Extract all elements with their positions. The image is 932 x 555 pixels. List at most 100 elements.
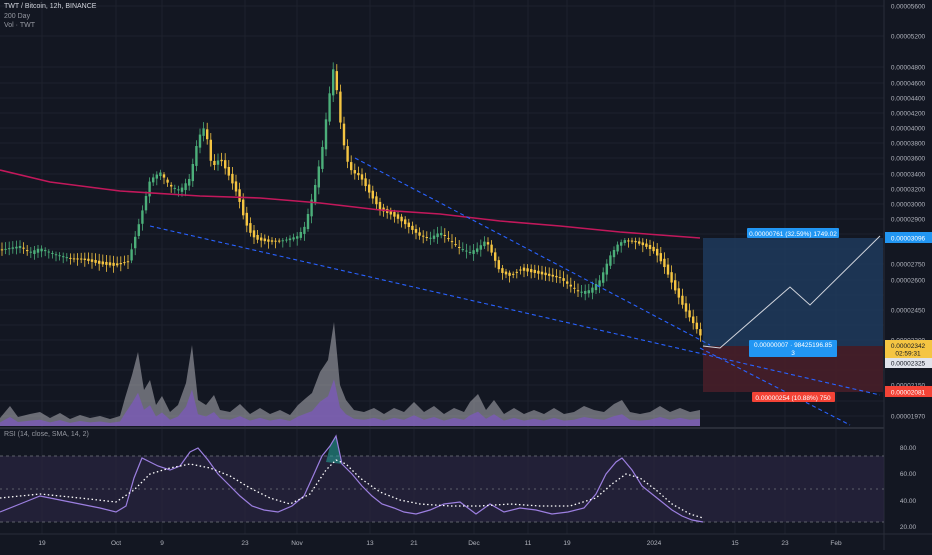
candle-body	[328, 93, 331, 122]
candle-body	[436, 233, 439, 238]
candle-body	[551, 274, 554, 277]
candle-body	[4, 248, 7, 250]
candle-body	[461, 249, 464, 251]
candle-body	[76, 258, 79, 260]
symbol-legend[interactable]: TWT / Bitcoin, 12h, BINANCE	[4, 3, 97, 10]
candle-body	[11, 247, 14, 249]
candle-body	[227, 166, 230, 176]
candle-body	[346, 146, 349, 162]
candle-body	[540, 271, 544, 275]
candle-body	[94, 260, 97, 263]
candle-body	[393, 212, 396, 217]
candle-body	[616, 244, 619, 252]
candle-body	[83, 258, 86, 260]
target-price-tag[interactable]: 0.00003096	[885, 232, 932, 243]
price-tick-label: 0.00004000	[891, 126, 926, 133]
volume-legend[interactable]: Vol · TWT	[4, 22, 35, 29]
candle-body	[526, 268, 529, 272]
candle-body	[213, 160, 216, 165]
rsi-legend[interactable]: RSI (14, close, SMA, 14, 2)	[4, 431, 89, 438]
ratio-label-sub: 3	[791, 350, 795, 357]
candle-body	[62, 256, 65, 258]
candle-body	[224, 160, 227, 169]
candle-body	[692, 316, 695, 324]
candle-body	[688, 310, 691, 318]
candle-body	[666, 264, 670, 275]
rsi-line	[0, 434, 704, 523]
candle-body	[306, 214, 310, 230]
candle-body	[126, 261, 130, 263]
rsi-axis[interactable]: 80.00 60.00 40.00 20.00	[900, 445, 917, 531]
candle-body	[483, 241, 486, 247]
candle-body	[544, 272, 547, 276]
candle-body	[670, 272, 673, 283]
candle-body	[141, 210, 144, 224]
candle-body	[98, 260, 101, 264]
current-price-tag[interactable]: 0.00002342 02:59:31	[885, 340, 932, 358]
time-tick-label: 19	[563, 540, 571, 547]
candle-body	[87, 258, 90, 261]
candle-body	[573, 287, 576, 289]
candle-body	[530, 269, 533, 273]
candle-body	[184, 183, 187, 191]
candle-body	[69, 257, 72, 259]
trendline-upper-resistance[interactable]	[354, 157, 711, 346]
candle-body	[198, 134, 202, 148]
candle-body	[504, 271, 508, 275]
candle-body	[8, 248, 11, 250]
candle-body	[468, 252, 472, 253]
target-zone[interactable]	[703, 238, 883, 346]
candle-body	[476, 248, 479, 252]
candle-body	[26, 250, 29, 252]
candle-body	[566, 281, 569, 284]
candle-body	[159, 172, 162, 177]
candle-body	[202, 128, 205, 136]
candle-body	[332, 69, 335, 96]
time-axis[interactable]: 19 Oct 9 23 Nov 13 21 Dec 11 19 2024 15 23 Feb	[38, 540, 842, 547]
candle-body	[641, 242, 644, 246]
candle-body	[648, 244, 652, 249]
candle-body	[65, 257, 68, 259]
candle-body	[324, 119, 328, 150]
ratio-label[interactable]: 0.00000007 · 98425196.85 3	[749, 340, 837, 357]
candle-body	[494, 252, 497, 261]
candle-body	[450, 241, 454, 243]
candle-body	[314, 184, 317, 203]
trendline-breakout-extension[interactable]	[699, 347, 851, 426]
candle-body	[173, 187, 176, 189]
candle-body	[278, 240, 281, 242]
candle-body	[378, 201, 382, 210]
candle-body	[479, 245, 482, 250]
stop-label-text: 0.00000254 (10.88%) 750	[755, 395, 831, 402]
ma-legend[interactable]: 200 Day	[4, 13, 31, 20]
candle-body	[364, 178, 367, 187]
candle-body	[350, 162, 353, 171]
candle-body	[368, 184, 371, 193]
candle-body	[605, 263, 608, 275]
candle-body	[375, 196, 378, 205]
candle-body	[44, 250, 47, 252]
candle-body	[414, 229, 418, 233]
candle-body	[22, 247, 25, 249]
candle-body	[47, 251, 50, 253]
trendline-lower-support[interactable]	[149, 225, 881, 396]
candle-body	[80, 258, 83, 260]
stop-price-tag[interactable]: 0.00002081	[885, 386, 932, 397]
candle-body	[245, 212, 248, 226]
price-tick-label: 0.00003000	[891, 202, 926, 209]
time-tick-label: 2024	[647, 540, 662, 547]
price-tick-label: 0.00003800	[891, 141, 926, 148]
secondary-price-tag[interactable]: 0.00002325	[885, 358, 932, 368]
candle-body	[555, 275, 558, 278]
candle-body	[681, 295, 684, 305]
candle-body	[659, 253, 662, 262]
volume-area	[0, 322, 700, 426]
target-label[interactable]: 0.00000761 (32.59%) 1749.02	[747, 228, 839, 238]
candle-body	[486, 242, 490, 245]
candle-body	[674, 280, 677, 291]
trendlines[interactable]	[149, 157, 881, 426]
stop-label[interactable]: 0.00000254 (10.88%) 750	[752, 392, 835, 402]
candle-body	[170, 184, 173, 187]
